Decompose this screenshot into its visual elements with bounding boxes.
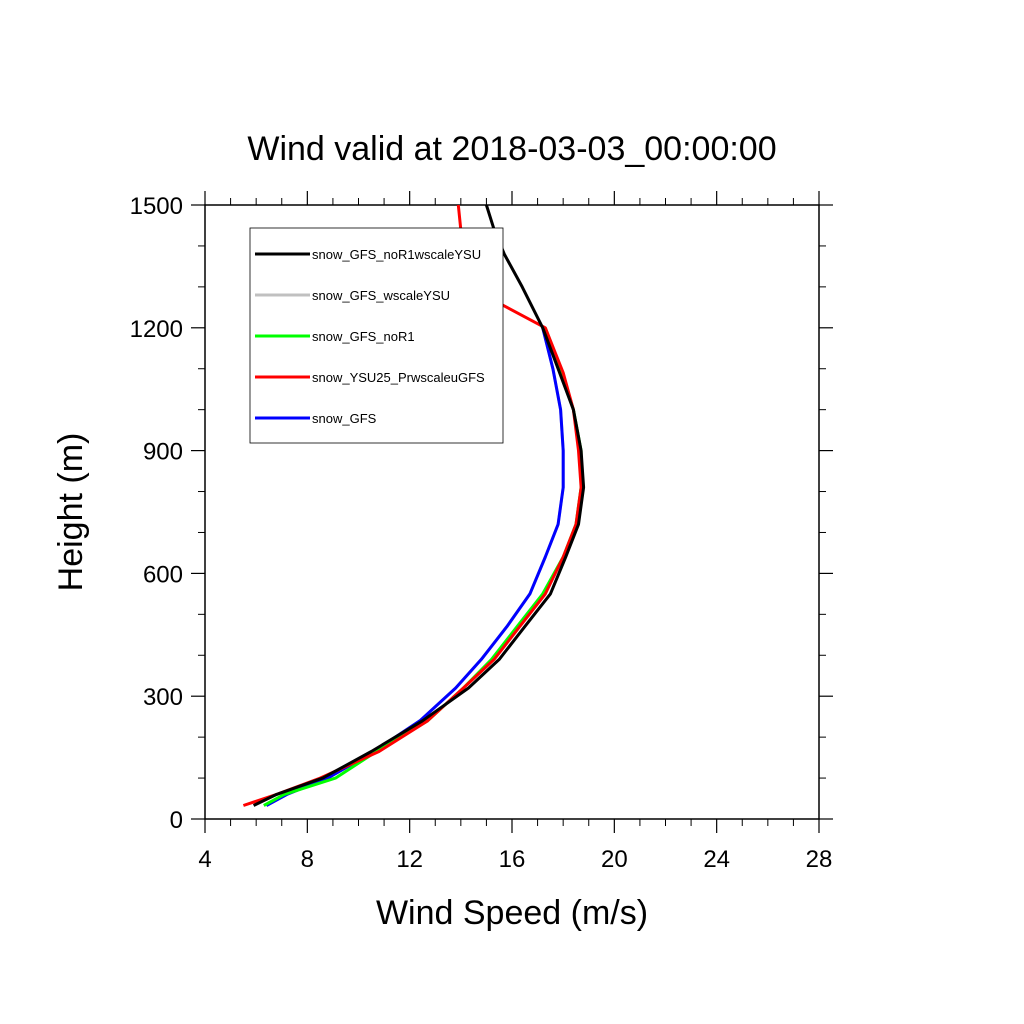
x-tick-label: 12 (396, 846, 423, 873)
legend-label: snow_GFS_noR1wscaleYSU (312, 247, 481, 262)
x-tick-label: 4 (198, 846, 211, 873)
x-tick-labels: 4 8 12 16 20 24 28 (198, 846, 832, 873)
x-tick-label: 8 (301, 846, 314, 873)
y-axis-label: Height (m) (52, 433, 90, 592)
y-tick-label: 300 (143, 684, 183, 711)
legend-label: snow_GFS_wscaleYSU (312, 288, 450, 303)
legend-label: snow_YSU25_PrwscaleuGFS (312, 370, 485, 385)
legend-label: snow_GFS_noR1 (312, 329, 415, 344)
chart-title: Wind valid at 2018-03-03_00:00:00 (247, 130, 776, 168)
x-tick-label: 16 (499, 846, 526, 873)
series-lines (242, 204, 586, 807)
x-tick-label: 28 (806, 846, 833, 873)
x-tick-label: 20 (601, 846, 628, 873)
y-tick-label: 1500 (130, 193, 183, 220)
y-tick-label: 0 (170, 807, 183, 834)
axis-ticks (191, 191, 833, 833)
series-line (252, 204, 586, 807)
x-tick-label: 24 (703, 846, 730, 873)
y-tick-label: 600 (143, 561, 183, 588)
plot-area: 4 8 12 16 20 24 28 0 300 600 900 1200 1500 (130, 191, 833, 873)
legend-label: snow_GFS (312, 411, 377, 426)
y-tick-label: 1200 (130, 316, 183, 343)
x-axis-label: Wind Speed (m/s) (376, 894, 648, 932)
y-tick-labels: 0 300 600 900 1200 1500 (130, 193, 183, 834)
y-tick-label: 900 (143, 439, 183, 466)
legend: snow_GFS_noR1wscaleYSU snow_GFS_wscaleYSU… (249, 227, 504, 444)
